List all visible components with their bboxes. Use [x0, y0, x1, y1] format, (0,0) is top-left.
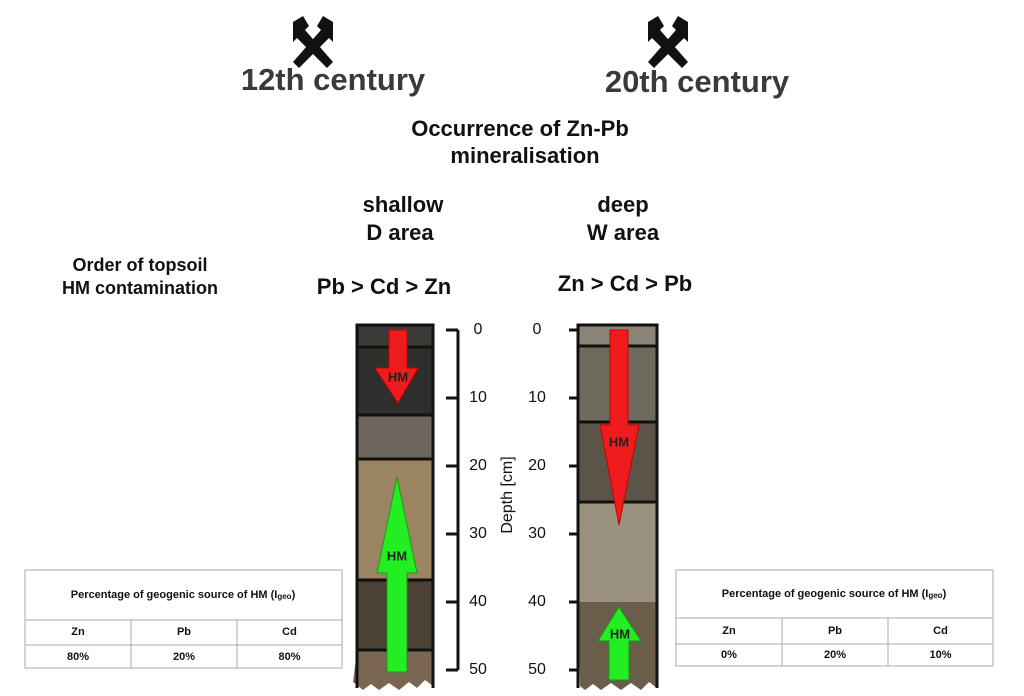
table-header: Zn [71, 626, 85, 638]
mining-icon [648, 16, 688, 68]
tick-label: 20 [528, 457, 546, 474]
heading: mineralisation [450, 143, 599, 168]
arrow-label: HM [387, 548, 407, 563]
era-label: 12th century [241, 62, 426, 97]
table-title: Percentage of geogenic source of HM (Ige… [722, 588, 947, 600]
depth-class: shallow [363, 192, 445, 217]
table [675, 569, 994, 667]
soil-profile [353, 323, 435, 690]
table-header: Cd [282, 626, 297, 638]
row-label: Order of topsoil [73, 255, 208, 275]
tick-label: 50 [528, 661, 546, 678]
subscript: geo [928, 591, 942, 600]
arrow-label: HM [609, 434, 629, 449]
table-cell: 0% [721, 649, 737, 661]
table-cell: 20% [173, 651, 195, 663]
table [24, 569, 343, 669]
row-label: HM contamination [62, 278, 218, 298]
table-cell: 80% [67, 651, 89, 663]
subscript: geo [277, 592, 291, 601]
order: Pb > Cd > Zn [317, 274, 451, 299]
tick-label: 10 [528, 389, 546, 406]
arrow-label: HM [610, 626, 630, 641]
tick-label: 20 [469, 457, 487, 474]
table-title: Percentage of geogenic source of HM (Ige… [71, 589, 296, 601]
table-header: Cd [933, 625, 948, 637]
title-text: ) [292, 589, 296, 601]
title-text: ) [943, 588, 947, 600]
soil-profile [576, 323, 659, 690]
tick-label: 10 [469, 389, 487, 406]
order: Zn > Cd > Pb [558, 271, 692, 296]
depth-class: deep [597, 192, 648, 217]
table-cell: 10% [929, 649, 951, 661]
title-text: Percentage of geogenic source of HM (I [71, 589, 278, 601]
tick-label: 0 [533, 321, 542, 338]
tick-label: 40 [469, 593, 487, 610]
axis-label: Depth [cm] [499, 456, 516, 533]
area: D area [366, 220, 434, 245]
mining-icon [293, 16, 333, 68]
arrow-label: HM [388, 369, 408, 384]
tick-label: 50 [469, 661, 487, 678]
tick-label: 30 [469, 525, 487, 542]
era-label: 20th century [605, 64, 790, 99]
table-cell: 80% [278, 651, 300, 663]
table-header: Pb [177, 626, 191, 638]
tick-label: 30 [528, 525, 546, 542]
title-text: Percentage of geogenic source of HM (I [722, 588, 929, 600]
heading: Occurrence of Zn-Pb [411, 116, 629, 141]
table-header: Pb [828, 625, 842, 637]
area: W area [587, 220, 660, 245]
tick-label: 0 [474, 321, 483, 338]
table-cell: 20% [824, 649, 846, 661]
tick-label: 40 [528, 593, 546, 610]
table-header: Zn [722, 625, 736, 637]
